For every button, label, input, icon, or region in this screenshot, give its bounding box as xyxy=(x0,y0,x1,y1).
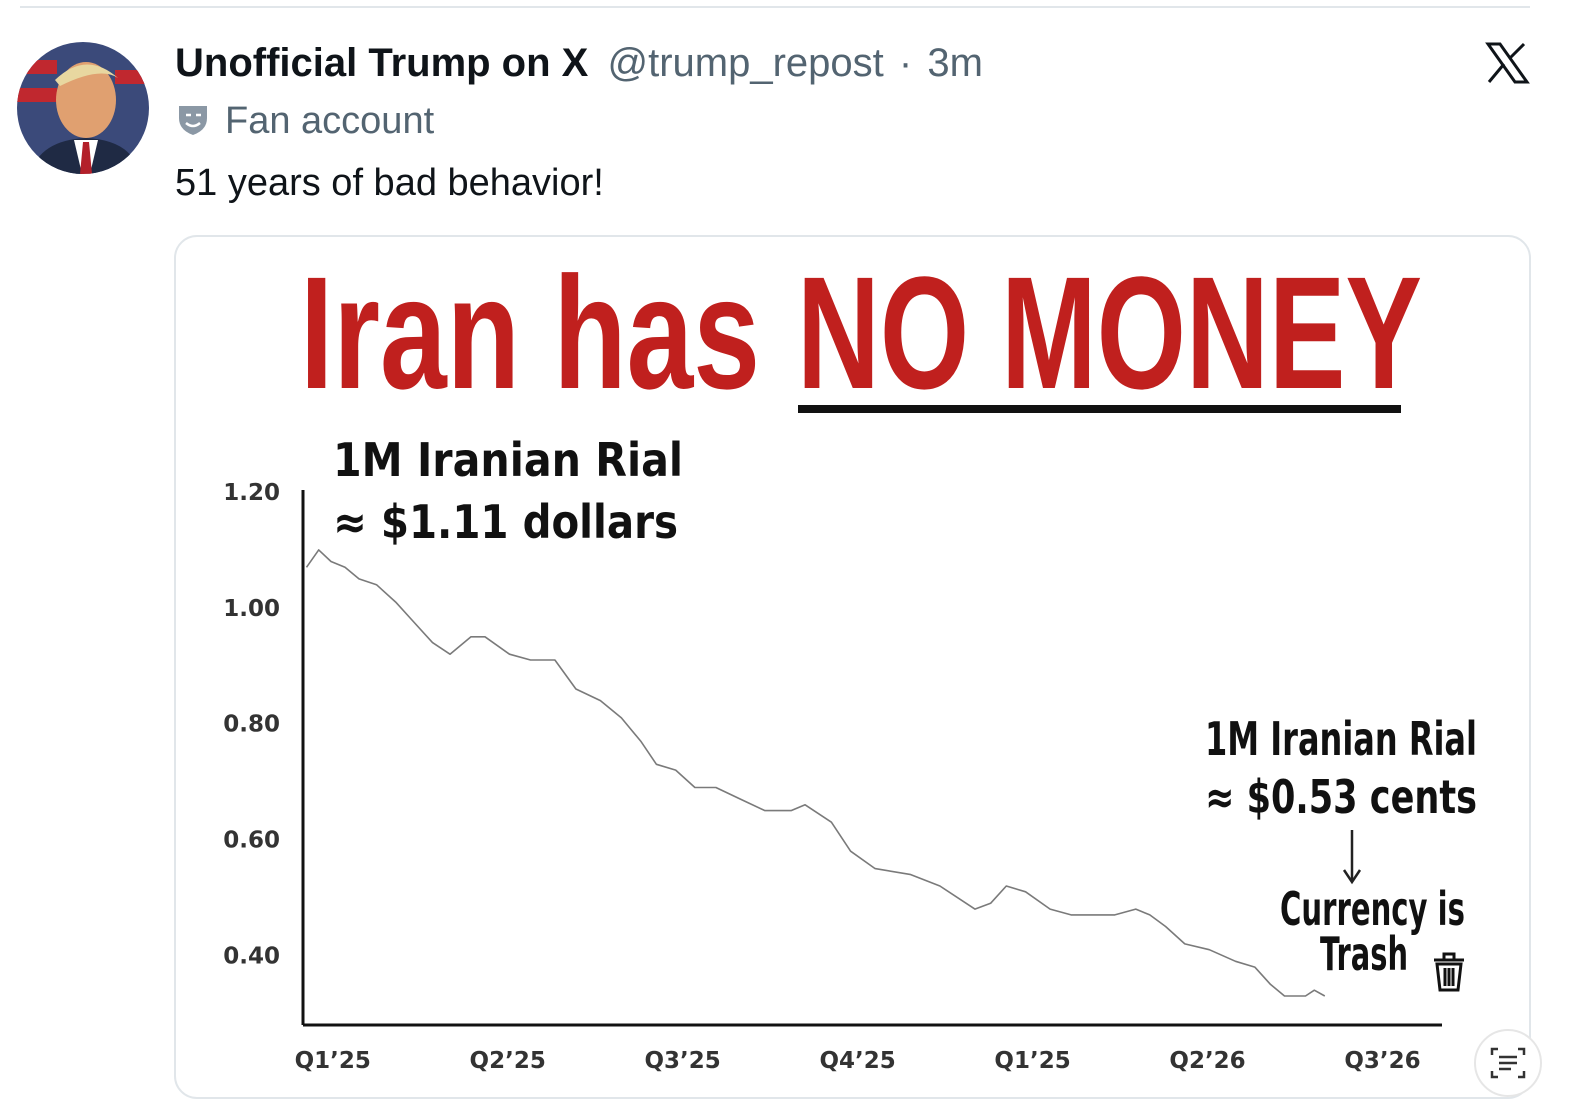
handle[interactable]: @trump_repost xyxy=(607,41,883,85)
chart-title-emphasis: NO MONEY xyxy=(797,243,1422,422)
x-tick-label: Q1’25 xyxy=(994,1048,1070,1074)
y-tick-label: 1.00 xyxy=(223,596,280,622)
data-line xyxy=(305,549,1326,997)
x-tick-label: Q1’25 xyxy=(295,1048,371,1074)
x-logo[interactable] xyxy=(1485,42,1530,84)
post-text: 51 years of bad behavior! xyxy=(175,162,604,204)
author[interactable]: Unofficial Trump on X xyxy=(175,41,589,85)
annotation: 1M Iranian Rial xyxy=(1205,712,1477,766)
y-tick-label: 0.40 xyxy=(223,943,280,969)
badge: Fan account xyxy=(225,100,435,142)
post-header: Unofficial Trump on X @trump_repost · 3m xyxy=(175,41,983,85)
annotation: ≈ $1.11 dollars xyxy=(333,495,678,549)
annotation-arrow xyxy=(1342,830,1362,885)
x-tick-label: Q2’26 xyxy=(1169,1048,1245,1074)
x-tick-label: Q2’25 xyxy=(470,1048,546,1074)
chart: Iran has NO MONEY 1M Iranian Rial ≈ $1.11 d… xyxy=(223,243,1477,1074)
trash-icon xyxy=(1434,952,1464,992)
text-recognition-button[interactable] xyxy=(1474,1029,1542,1097)
media-card[interactable] xyxy=(174,235,1531,1099)
badge-icon xyxy=(179,106,207,135)
annotation: ≈ $0.53 cents xyxy=(1205,770,1477,824)
annotation: 1M Iranian Rial xyxy=(333,433,683,487)
annotation: Currency is xyxy=(1280,882,1465,936)
y-tick-label: 0.60 xyxy=(223,828,280,854)
x-tick-label: Q3’25 xyxy=(645,1048,721,1074)
title-underline xyxy=(798,405,1401,413)
chart-title: Iran has xyxy=(300,243,760,422)
avatar[interactable] xyxy=(17,42,149,174)
annotation: Trash xyxy=(1320,927,1408,981)
time[interactable]: 3m xyxy=(927,41,983,85)
y-tick-label: 1.20 xyxy=(223,480,280,506)
x-tick-label: Q3’26 xyxy=(1344,1048,1420,1074)
x-tick-label: Q4’25 xyxy=(819,1048,895,1074)
separator: · xyxy=(899,41,912,85)
y-tick-label: 0.80 xyxy=(223,712,280,738)
